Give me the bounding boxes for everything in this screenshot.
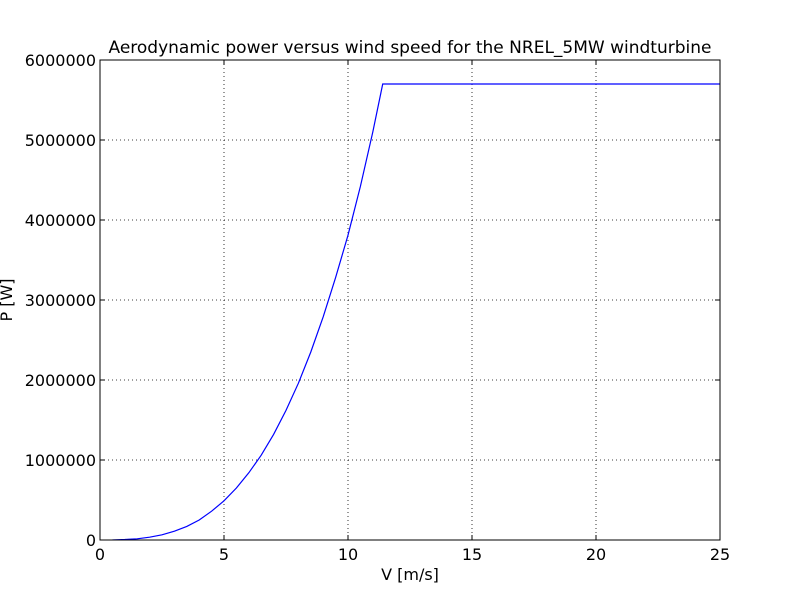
grid-lines xyxy=(100,60,720,540)
plot-frame xyxy=(99,59,721,541)
x-tick-label: 15 xyxy=(462,545,482,564)
x-axis-label: V [m/s] xyxy=(381,565,439,584)
y-tick-label: 0 xyxy=(86,531,96,550)
y-tick-label: 5000000 xyxy=(25,131,96,150)
y-tick-label: 2000000 xyxy=(25,371,96,390)
x-tick-label: 5 xyxy=(219,545,229,564)
x-tick-label: 25 xyxy=(710,545,730,564)
x-tick-label: 10 xyxy=(338,545,358,564)
y-tick-label: 4000000 xyxy=(25,211,96,230)
y-tick-labels: 0 1000000 2000000 3000000 4000000 5000000 6000… xyxy=(25,51,96,550)
y-tick-label: 6000000 xyxy=(25,51,96,70)
y-tick-label: 1000000 xyxy=(25,451,96,470)
x-tick-label: 20 xyxy=(586,545,606,564)
x-tick-labels: 0 5 10 15 20 25 xyxy=(95,545,730,564)
x-tick-label: 0 xyxy=(95,545,105,564)
y-tick-label: 3000000 xyxy=(25,291,96,310)
power-curve-line xyxy=(112,83,720,541)
chart-title: Aerodynamic power versus wind speed for … xyxy=(109,38,712,58)
y-axis-label: P [W] xyxy=(0,278,16,321)
series-layer xyxy=(112,83,720,541)
